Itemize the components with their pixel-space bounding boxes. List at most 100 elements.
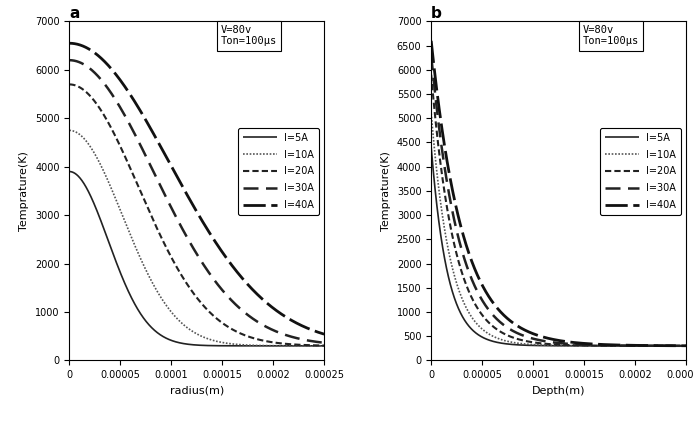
I=20A	[313, 343, 321, 348]
I=30A	[674, 343, 683, 348]
I=20A	[427, 72, 435, 77]
I=30A	[313, 339, 321, 344]
Line: I=30A: I=30A	[431, 55, 686, 346]
Text: V=80v
Ton=100μs: V=80v Ton=100μs	[221, 25, 277, 46]
I=5A	[427, 145, 435, 150]
I=30A	[551, 340, 559, 345]
I=40A	[266, 303, 274, 308]
I=40A	[78, 43, 87, 48]
I=5A	[189, 342, 198, 347]
Y-axis label: Temprature(K): Temprature(K)	[381, 151, 391, 231]
Text: a: a	[69, 6, 80, 21]
I=20A	[182, 281, 191, 286]
I=5A	[65, 169, 73, 174]
X-axis label: radius(m): radius(m)	[170, 386, 224, 396]
I=10A	[313, 343, 321, 348]
Legend: I=5A, I=10A, I=20A, I=30A, I=40A: I=5A, I=10A, I=20A, I=30A, I=40A	[599, 128, 681, 215]
I=20A	[551, 342, 559, 347]
I=40A	[313, 329, 321, 334]
I=20A	[674, 343, 683, 348]
I=5A	[674, 343, 683, 348]
I=5A	[313, 343, 321, 348]
I=10A	[628, 343, 636, 348]
I=30A	[427, 53, 435, 58]
I=30A	[182, 234, 191, 239]
I=20A	[544, 341, 552, 347]
I=40A	[674, 343, 683, 348]
Line: I=10A: I=10A	[431, 113, 686, 346]
I=5A	[628, 343, 636, 348]
I=20A	[320, 343, 328, 348]
I=30A	[440, 162, 448, 167]
I=40A	[440, 141, 448, 146]
Line: I=30A: I=30A	[69, 60, 324, 343]
I=10A	[440, 224, 448, 230]
I=30A	[266, 326, 274, 331]
I=10A	[65, 128, 73, 133]
I=10A	[427, 111, 435, 116]
Y-axis label: Temprature(K): Temprature(K)	[19, 151, 29, 231]
I=5A	[78, 178, 87, 184]
I=40A	[320, 332, 328, 337]
Text: V=80v
Ton=100μs: V=80v Ton=100μs	[583, 25, 639, 46]
I=40A	[551, 337, 559, 342]
I=30A	[313, 339, 321, 344]
I=30A	[189, 245, 198, 251]
I=40A	[427, 38, 435, 43]
I=5A	[682, 343, 690, 348]
I=5A	[182, 341, 191, 347]
I=5A	[544, 343, 552, 348]
I=20A	[682, 343, 690, 348]
I=40A	[682, 343, 690, 348]
I=20A	[440, 187, 448, 193]
I=40A	[189, 203, 198, 208]
I=40A	[544, 336, 552, 341]
X-axis label: Depth(m): Depth(m)	[532, 386, 586, 396]
I=40A	[628, 343, 636, 348]
I=5A	[313, 343, 321, 348]
I=40A	[313, 329, 321, 334]
I=10A	[320, 343, 328, 348]
I=20A	[65, 82, 73, 87]
I=30A	[320, 340, 328, 345]
I=10A	[674, 343, 683, 348]
Line: I=5A: I=5A	[431, 147, 686, 346]
I=5A	[551, 343, 559, 348]
Text: b: b	[431, 6, 442, 21]
I=10A	[78, 134, 87, 139]
I=30A	[674, 343, 683, 348]
Line: I=40A: I=40A	[431, 41, 686, 346]
I=5A	[266, 343, 274, 348]
Line: I=10A: I=10A	[69, 130, 324, 346]
I=20A	[189, 290, 198, 296]
I=30A	[628, 343, 636, 348]
I=30A	[78, 61, 87, 66]
I=10A	[182, 324, 191, 329]
Line: I=20A: I=20A	[69, 85, 324, 345]
Line: I=40A: I=40A	[69, 43, 324, 334]
I=10A	[682, 343, 690, 348]
I=20A	[266, 339, 274, 344]
I=10A	[551, 343, 559, 348]
I=10A	[313, 343, 321, 348]
I=10A	[189, 329, 198, 334]
I=20A	[313, 343, 321, 348]
I=30A	[544, 339, 552, 344]
I=10A	[544, 343, 552, 348]
Line: I=20A: I=20A	[431, 75, 686, 346]
I=30A	[65, 57, 73, 63]
Line: I=5A: I=5A	[69, 172, 324, 346]
Legend: I=5A, I=10A, I=20A, I=30A, I=40A: I=5A, I=10A, I=20A, I=30A, I=40A	[238, 128, 319, 215]
I=20A	[628, 343, 636, 348]
I=40A	[65, 41, 73, 46]
I=40A	[674, 343, 683, 348]
I=40A	[182, 191, 191, 196]
I=20A	[674, 343, 683, 348]
I=5A	[440, 254, 448, 259]
I=10A	[266, 343, 274, 348]
I=30A	[682, 343, 690, 348]
I=5A	[320, 343, 328, 348]
I=5A	[674, 343, 683, 348]
I=10A	[674, 343, 683, 348]
I=20A	[78, 86, 87, 91]
